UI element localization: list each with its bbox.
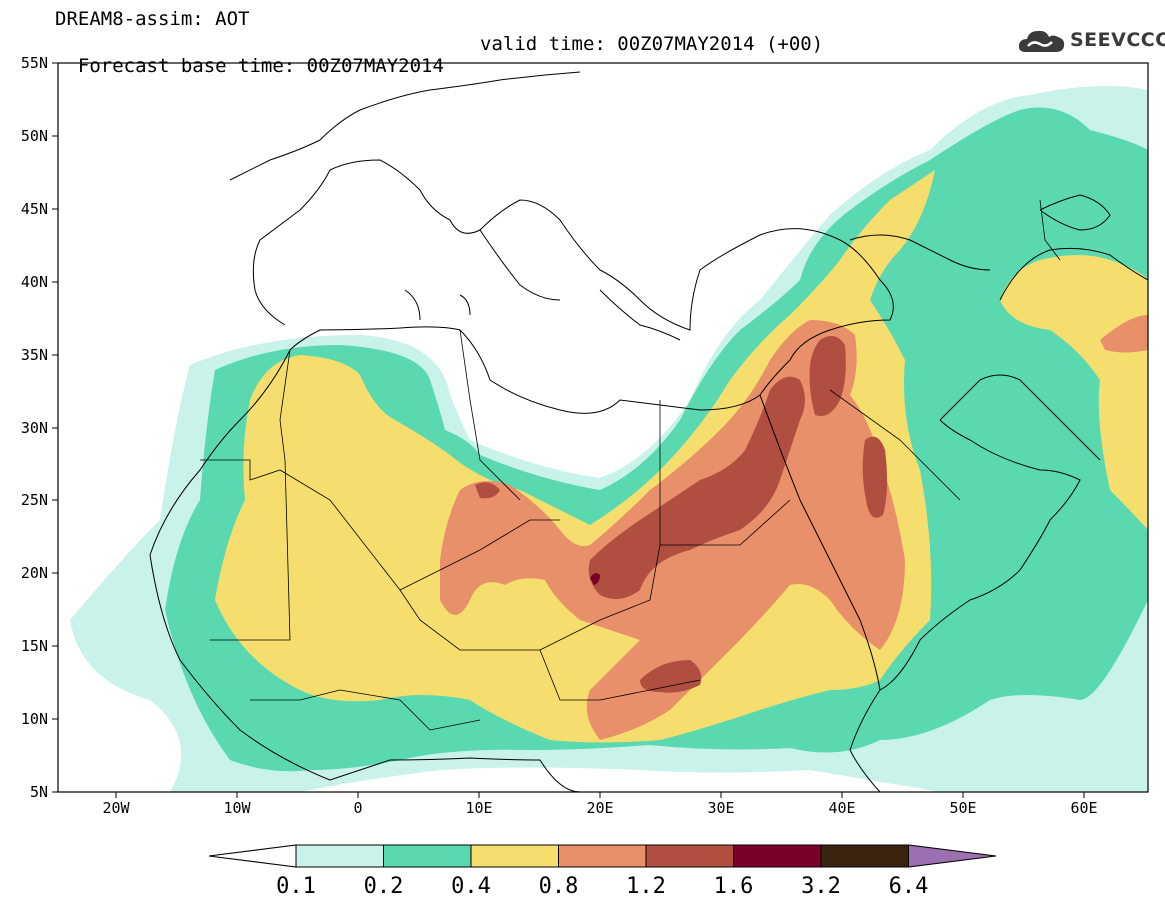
lon-label: 40E: [828, 799, 855, 817]
aot-contour-1.2-f: [1100, 315, 1148, 353]
lon-label: 20W: [102, 799, 130, 817]
valid-time: valid time: 00Z07MAY2014 (+00): [480, 33, 824, 55]
lon-label: 20E: [586, 799, 613, 817]
colorbar-label: 0.4: [451, 874, 491, 899]
lat-label: 35N: [21, 346, 48, 364]
colorbar-swatch: [733, 844, 822, 868]
lon-label: 0: [353, 799, 362, 817]
aot-contour-1.2-d: [862, 436, 888, 518]
lat-label: 45N: [21, 200, 48, 218]
colorbar-label: 0.2: [364, 874, 404, 899]
lat-label: 15N: [21, 637, 48, 655]
colorbar-label: 1.2: [626, 874, 666, 899]
colorbar-label: 0.8: [539, 874, 579, 899]
lat-label: 25N: [21, 491, 48, 509]
colorbar-swatch: [383, 844, 472, 868]
lat-label: 20N: [21, 564, 48, 582]
lat-label: 50N: [21, 127, 48, 145]
latitude-axis: 55N 50N 45N 40N 35N 30N 25N 20N 15N 10N …: [21, 54, 58, 801]
lon-label: 30E: [707, 799, 734, 817]
lat-label: 5N: [30, 783, 48, 801]
lon-label: 60E: [1070, 799, 1097, 817]
forecast-base-time: Forecast base time: 00Z07MAY2014: [77, 55, 444, 77]
longitude-axis: 20W 10W 0 10E 20E 30E 40E 50E 60E: [102, 792, 1098, 817]
aot-contour-1.2-b: [809, 336, 846, 416]
lat-label: 10N: [21, 710, 48, 728]
country-borders: [200, 199, 1061, 731]
aot-contour-0.4-east: [1000, 255, 1148, 530]
lon-label: 50E: [949, 799, 976, 817]
colorbar-low-arrow: [208, 844, 297, 868]
colorbar-swatch: [295, 844, 384, 868]
colorbar: 0.1 0.2 0.4 0.8 1.2 1.6 3.2 6.4: [208, 844, 997, 899]
lon-label: 10W: [223, 799, 251, 817]
logo-text: SEEVCCC: [1070, 29, 1165, 51]
colorbar-swatch: [558, 844, 647, 868]
colorbar-label: 0.1: [276, 874, 316, 899]
colorbar-swatch: [820, 844, 909, 868]
lon-label: 10E: [465, 799, 492, 817]
aot-contour-1.2: [588, 376, 805, 599]
colorbar-high-arrow: [908, 844, 997, 868]
colorbar-swatch: [470, 844, 559, 868]
cloud-icon: [1018, 30, 1065, 52]
lat-label: 30N: [21, 419, 48, 437]
aot-contour-1.6: [590, 573, 600, 585]
colorbar-label: 1.6: [714, 874, 754, 899]
colorbar-label: 3.2: [801, 874, 841, 899]
coastlines: [149, 71, 1148, 792]
lat-label: 40N: [21, 273, 48, 291]
aot-field: [70, 86, 1148, 792]
aot-contour-1.2-e: [475, 482, 500, 499]
colorbar-swatch: [645, 844, 734, 868]
map-title: DREAM8-assim: AOT: [55, 8, 250, 30]
colorbar-label: 6.4: [889, 874, 929, 899]
lat-label: 55N: [21, 54, 48, 72]
aot-contour-1.2-c: [640, 660, 702, 693]
seevccc-logo: SEEVCCC: [1018, 26, 1165, 56]
